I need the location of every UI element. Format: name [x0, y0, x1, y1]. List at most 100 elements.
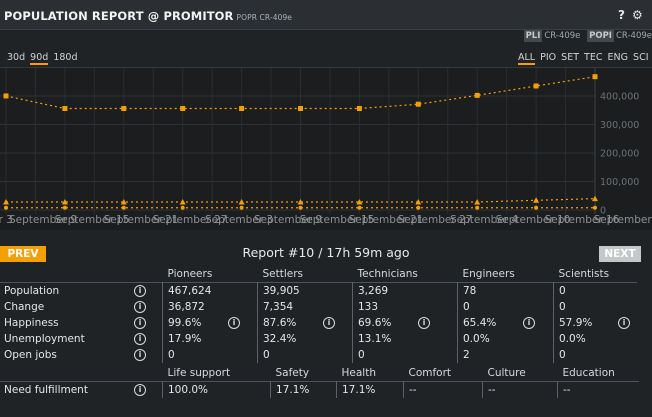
need-safety: 17.1% — [270, 381, 337, 398]
row-label: Open jobs — [4, 349, 57, 361]
needs-row: Need fulfillment i 100.0% 17.1% 17.1% -- … — [0, 381, 639, 398]
filter-sci[interactable]: SCI — [633, 52, 649, 63]
cell-value: 0 — [263, 349, 270, 361]
table-cell: 32.4% — [257, 331, 353, 347]
chip-pli-key: PLI — [523, 30, 543, 42]
data-point — [474, 199, 481, 205]
chip-pli[interactable]: PLI CR-409e — [523, 30, 581, 42]
y-tick-label: 400,000 — [600, 91, 639, 102]
x-tick-label: September 21 — [104, 214, 179, 226]
range-90d[interactable]: 90d — [30, 52, 49, 65]
chip-popi-value: CR-409e — [615, 31, 652, 41]
info-icon[interactable]: i — [618, 317, 630, 329]
data-point — [61, 199, 68, 205]
data-point — [3, 199, 9, 205]
table-cell: 0 — [352, 347, 458, 363]
table-row: Happiness i 99.6% i 87.6% i 69.6% i 65.4% i 57.9% i — [0, 315, 637, 331]
data-point — [297, 199, 304, 205]
table-cell: 3,269 — [352, 282, 458, 299]
filter-all[interactable]: ALL — [518, 52, 536, 65]
table-cell: 17.9% — [162, 331, 258, 347]
info-icon[interactable]: i — [134, 301, 146, 313]
range-30d[interactable]: 30d — [7, 52, 26, 63]
cell-value: 87.6% — [263, 317, 297, 329]
data-point — [180, 205, 185, 210]
info-icon[interactable]: i — [134, 349, 146, 361]
x-tick-label: September 10 — [496, 214, 571, 226]
col-pioneers: Pioneers — [167, 268, 213, 280]
info-icon[interactable]: i — [134, 384, 146, 396]
cell-value: 2 — [463, 349, 470, 361]
row-label-cell: Change i — [0, 299, 163, 315]
info-icon[interactable]: i — [228, 317, 240, 329]
data-point — [121, 106, 127, 112]
need-education: -- — [557, 381, 639, 398]
info-icon[interactable]: i — [134, 317, 146, 329]
data-point — [533, 83, 539, 89]
x-tick-label: September 21 — [349, 214, 424, 226]
chip-pli-value: CR-409e — [544, 31, 581, 41]
y-tick-label: 100,000 — [600, 177, 639, 188]
data-point — [356, 106, 362, 112]
cell-value: 0 — [168, 349, 175, 361]
data-point — [3, 93, 9, 99]
data-point — [592, 195, 598, 202]
window-subtitle: POPR CR-409e — [236, 13, 293, 22]
row-label: Population — [4, 285, 60, 297]
info-icon[interactable]: i — [134, 333, 146, 345]
data-point — [4, 205, 8, 210]
cell-value: 32.4% — [263, 333, 297, 345]
need-col-culture: Culture — [487, 367, 526, 379]
header-spacer — [0, 266, 163, 283]
table-cell: 0.0% — [553, 331, 637, 347]
cell-value: 69.6% — [358, 317, 392, 329]
table-cell: 0 — [553, 347, 637, 363]
table-header: Pioneers Settlers Technicians Engineers … — [0, 266, 637, 283]
filter-eng[interactable]: ENG — [607, 52, 629, 63]
cell-value: 0.0% — [559, 333, 586, 345]
data-point — [62, 205, 67, 210]
table-cell: 87.6% i — [257, 315, 353, 331]
series-line — [6, 198, 596, 203]
row-label-cell: Happiness i — [0, 315, 163, 331]
table-cell: 0 — [553, 299, 637, 315]
cell-value: 99.6% — [168, 317, 202, 329]
info-icon[interactable]: i — [134, 285, 146, 297]
prev-button[interactable]: PREV — [0, 246, 46, 262]
table-cell: 0 — [553, 282, 637, 299]
help-icon[interactable]: ? — [618, 8, 625, 22]
info-icon[interactable]: i — [523, 317, 535, 329]
info-icon[interactable]: i — [418, 317, 430, 329]
cell-value: 39,905 — [263, 285, 300, 297]
table-cell: 39,905 — [257, 282, 353, 299]
range-selector: 30d 90d 180d — [7, 52, 79, 65]
gear-icon[interactable]: ⚙ — [632, 8, 643, 22]
filter-set[interactable]: SET — [561, 52, 580, 63]
table-cell: 0 — [457, 299, 554, 315]
filter-pio[interactable]: PIO — [540, 52, 557, 63]
next-button[interactable]: NEXT — [599, 246, 641, 262]
need-col-life-support: Life support — [167, 367, 231, 379]
cell-value: 0 — [358, 349, 365, 361]
needs-header: Life support Safety Health Comfort Cultu… — [0, 365, 639, 382]
cell-value: 78 — [463, 285, 477, 297]
table-cell: 36,872 — [162, 299, 258, 315]
range-180d[interactable]: 180d — [53, 52, 78, 63]
cell-value: 133 — [358, 301, 379, 313]
need-col-comfort: Comfort — [408, 367, 452, 379]
table-cell: 78 — [457, 282, 554, 299]
chip-popi[interactable]: POPI CR-409e — [587, 30, 652, 42]
info-icon[interactable]: i — [323, 317, 335, 329]
row-label-cell: Unemployment i — [0, 331, 163, 347]
filter-tec[interactable]: TEC — [584, 52, 603, 63]
data-point — [415, 199, 422, 205]
table-row: Change i 36,872 7,354 133 0 0 — [0, 299, 637, 315]
table-cell: 133 — [352, 299, 458, 315]
table-cell: 467,624 — [162, 282, 258, 299]
x-tick-label: September 27 — [153, 214, 228, 226]
cell-value: 0.0% — [463, 333, 490, 345]
needs-header-spacer — [0, 365, 163, 382]
x-tick-label: September 21 — [594, 214, 652, 226]
row-label: Happiness — [4, 317, 59, 329]
